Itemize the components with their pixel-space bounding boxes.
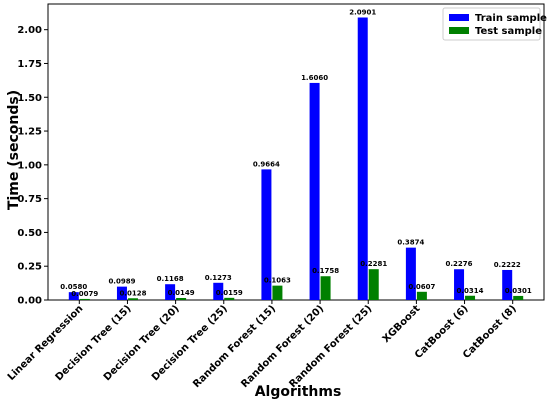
train-value-label-1: 0.0989: [108, 278, 135, 286]
test-legend-label: Test sample: [475, 26, 542, 37]
test-value-label-4: 0.1063: [264, 277, 291, 285]
y-tick-label: 0.25: [17, 262, 42, 273]
test-value-label-9: 0.0301: [505, 287, 532, 295]
train-bar-7: [405, 247, 416, 300]
test-value-label-3: 0.0159: [216, 289, 243, 297]
y-tick-label: 1.25: [17, 127, 42, 138]
train-value-label-2: 0.1168: [157, 275, 184, 283]
x-tick-label: Random Forest (15): [191, 303, 278, 390]
bars: [68, 17, 524, 300]
x-tick-label: Random Forest (25): [288, 303, 375, 390]
test-value-label-2: 0.0149: [168, 289, 195, 297]
x-axis-title: Algorithms: [255, 384, 342, 400]
test-bar-1: [127, 298, 138, 300]
test-legend-swatch: [449, 27, 469, 34]
y-tick-label: 0.75: [17, 194, 42, 205]
test-bar-0: [79, 298, 90, 300]
test-value-label-6: 0.2281: [360, 260, 387, 268]
x-tick-label: Random Forest (20): [239, 303, 326, 390]
train-value-label-4: 0.9664: [253, 160, 280, 168]
train-legend-label: Train sample: [475, 13, 547, 24]
test-bar-3: [224, 297, 235, 300]
test-bar-8: [465, 295, 476, 300]
train-value-label-0: 0.0580: [60, 283, 87, 291]
train-bar-9: [502, 269, 513, 300]
y-tick-label: 1.50: [17, 93, 42, 104]
train-bar-8: [454, 269, 465, 300]
y-tick-label: 2.00: [17, 25, 42, 36]
train-value-label-8: 0.2276: [446, 260, 473, 268]
y-axis-title: Time (seconds): [6, 90, 22, 210]
train-bar-4: [261, 169, 272, 300]
y-axis: 0.00 0.25 0.50 0.75 1.00 1.25 1.50 1.75 2.00: [17, 25, 48, 307]
y-tick-label: 1.00: [17, 160, 42, 171]
y-tick-label: 0.00: [17, 296, 42, 307]
train-bar-0: [68, 292, 79, 300]
test-value-label-5: 0.1758: [312, 267, 339, 275]
train-bar-3: [213, 282, 224, 300]
x-tick-label: XGBoost: [381, 303, 423, 345]
test-bar-7: [416, 291, 427, 300]
test-bar-6: [368, 269, 379, 300]
train-bar-1: [116, 286, 127, 300]
train-value-label-7: 0.3874: [397, 239, 424, 247]
train-bar-6: [357, 17, 368, 300]
test-value-label-7: 0.0607: [408, 283, 435, 291]
train-value-label-5: 1.6060: [301, 74, 328, 82]
train-legend-swatch: [449, 14, 469, 21]
test-bar-5: [320, 276, 331, 300]
plot-frame: [47, 3, 545, 301]
test-bar-9: [513, 295, 524, 300]
test-value-label-0: 0.0079: [71, 290, 98, 298]
train-bar-2: [165, 284, 176, 300]
x-tick-label: CatBoost (8): [461, 303, 519, 361]
test-value-label-8: 0.0314: [457, 287, 484, 295]
train-value-label-3: 0.1273: [205, 274, 232, 282]
test-bar-4: [272, 285, 283, 300]
test-bar-2: [176, 297, 187, 300]
legend: Train sample Test sample: [442, 7, 547, 41]
train-value-label-9: 0.2222: [494, 261, 521, 269]
train-bar-5: [309, 82, 320, 300]
plot-area: [47, 3, 545, 301]
train-value-label-6: 2.0901: [349, 9, 376, 17]
test-value-label-1: 0.0128: [119, 289, 146, 297]
y-tick-label: 0.50: [17, 228, 42, 239]
y-tick-label: 1.75: [17, 59, 42, 70]
